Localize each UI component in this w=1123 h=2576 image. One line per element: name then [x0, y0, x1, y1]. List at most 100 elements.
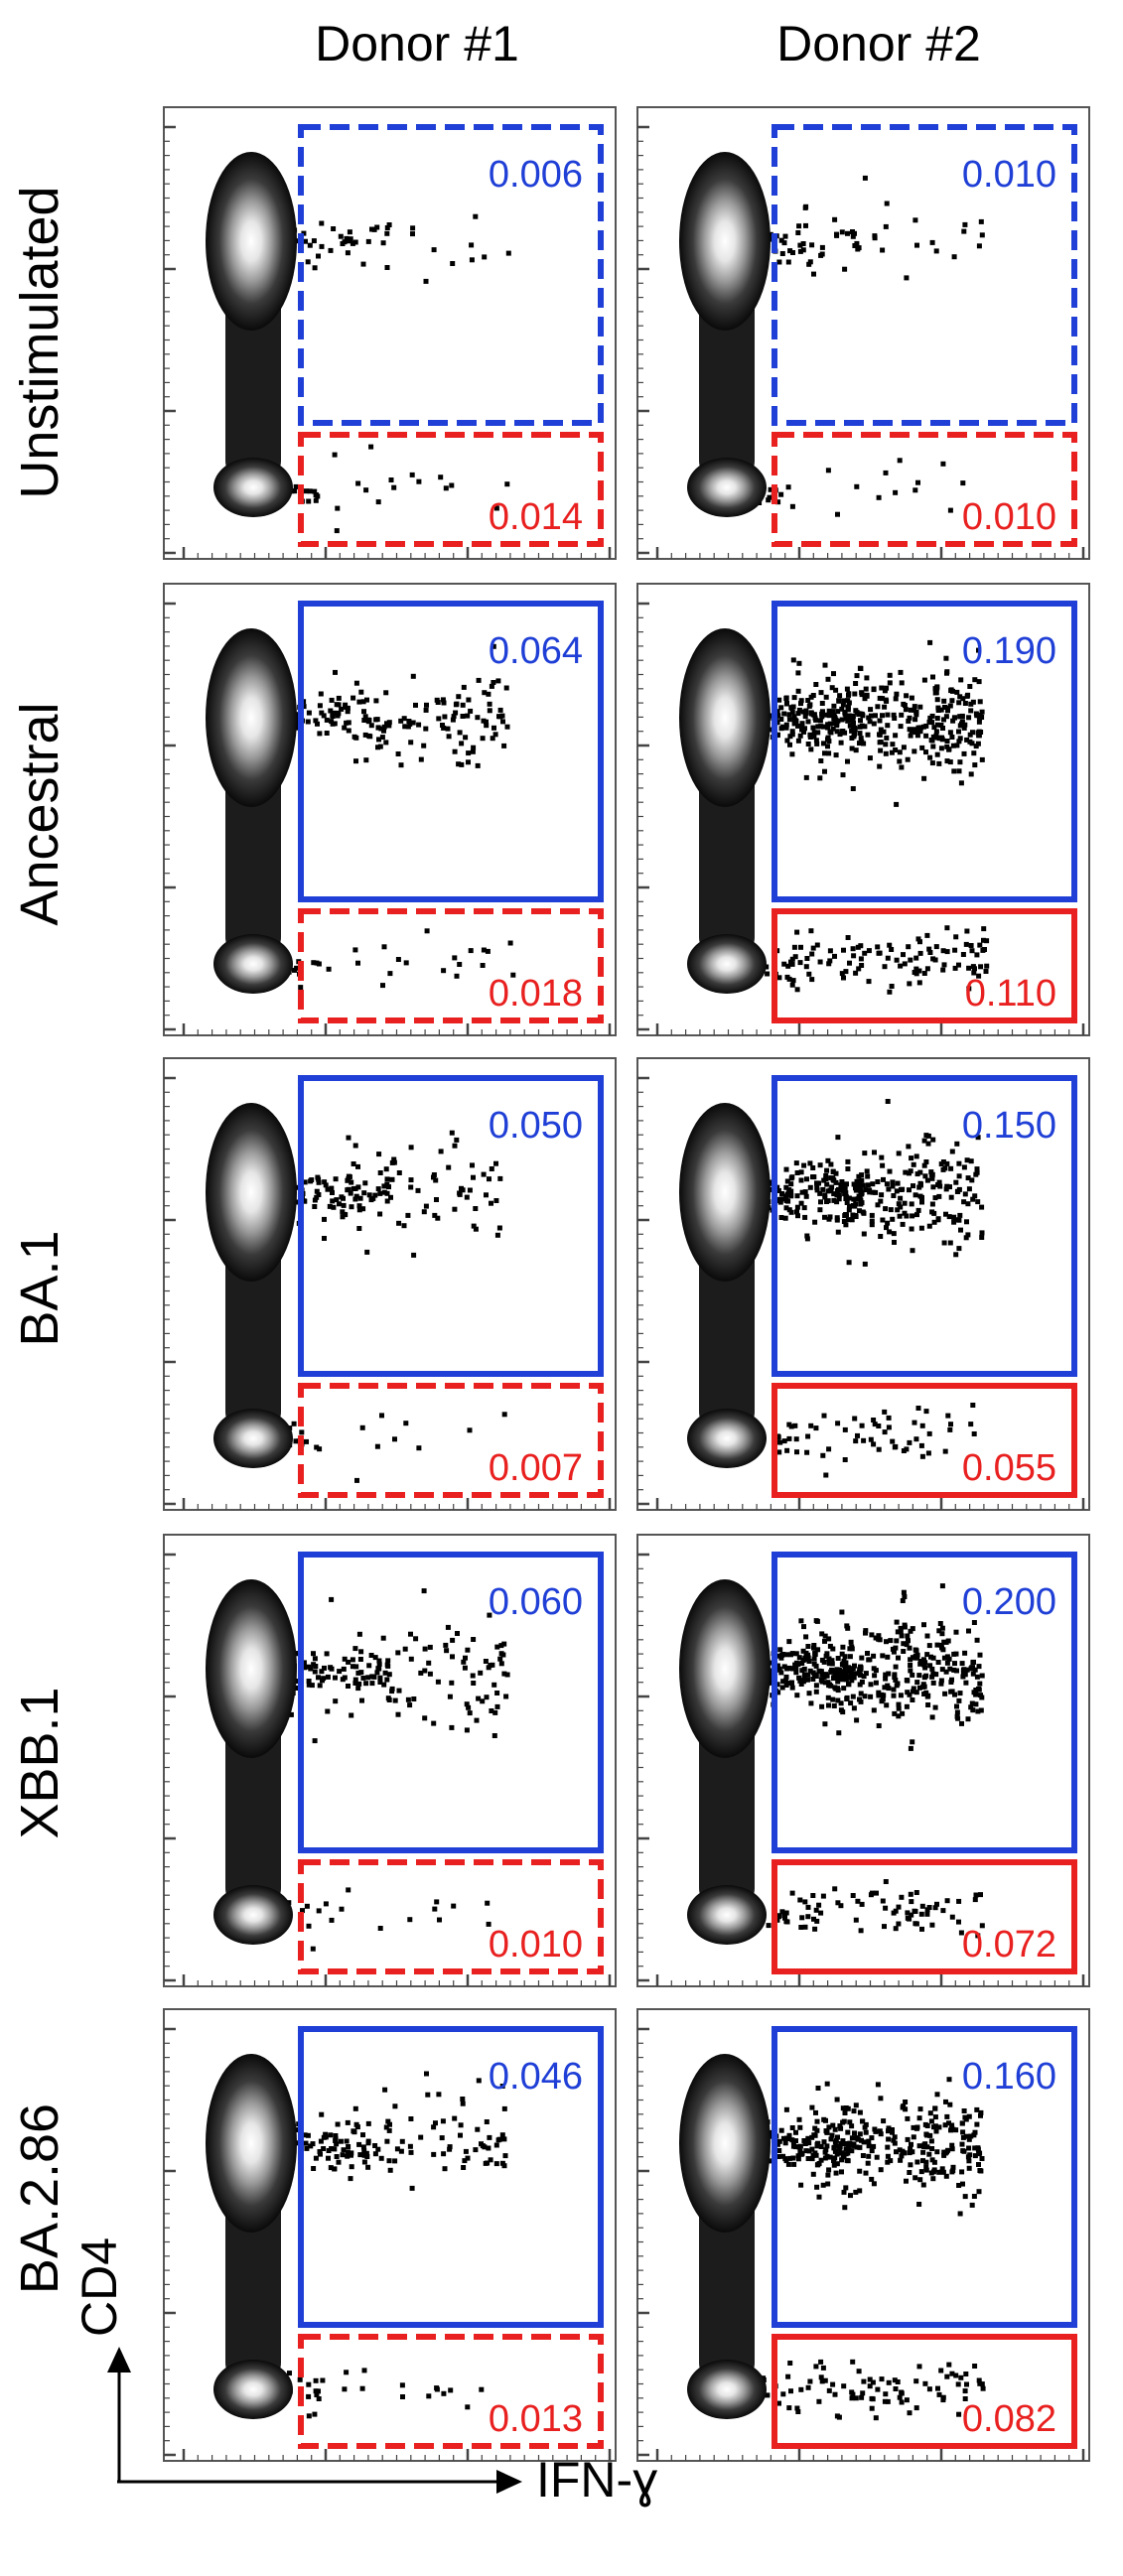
- event-dot: [350, 1657, 355, 1663]
- event-dot: [784, 738, 790, 744]
- event-dot: [884, 685, 890, 691]
- event-dot: [835, 709, 841, 715]
- event-dot: [847, 1654, 853, 1660]
- event-dot: [359, 1424, 365, 1430]
- event-dot: [322, 1179, 328, 1185]
- event-dot: [314, 1194, 320, 1200]
- event-dot: [839, 2169, 844, 2175]
- event-dot: [920, 2158, 925, 2164]
- event-dot: [813, 2364, 819, 2370]
- event-dot: [483, 1659, 489, 1664]
- event-dot: [860, 1182, 866, 1188]
- event-dot: [840, 772, 846, 778]
- event-dot: [807, 1668, 813, 1674]
- event-dot: [491, 1733, 497, 1738]
- event-dot: [803, 964, 809, 970]
- event-dot: [384, 2138, 390, 2144]
- event-dot: [458, 2122, 464, 2128]
- event-dot: [822, 662, 828, 668]
- event-dot: [499, 2132, 505, 2138]
- event-dot: [943, 2173, 949, 2179]
- event-dot: [445, 1624, 451, 1630]
- event-dot: [965, 1716, 971, 1722]
- event-dot: [788, 1188, 794, 1194]
- event-dot: [871, 721, 877, 727]
- event-dot: [441, 968, 447, 974]
- event-dot: [461, 2165, 467, 2170]
- event-dot: [866, 715, 872, 721]
- event-dot: [876, 950, 882, 956]
- event-dot: [491, 643, 496, 649]
- event-dot: [906, 1638, 911, 1644]
- event-dot: [866, 2153, 872, 2159]
- event-dot: [978, 1707, 984, 1713]
- event-dot: [827, 2154, 833, 2160]
- event-dot: [960, 2129, 966, 2135]
- event-dot: [431, 2124, 437, 2130]
- event-dot: [333, 1675, 338, 1681]
- event-dot: [901, 745, 907, 750]
- event-dot: [929, 1175, 935, 1181]
- event-dot: [901, 1649, 907, 1654]
- event-dot: [910, 1697, 915, 1702]
- event-dot: [979, 709, 985, 715]
- event-dot: [805, 1677, 810, 1683]
- event-dot: [849, 728, 855, 734]
- event-dot: [844, 1181, 849, 1187]
- event-dot: [487, 701, 492, 707]
- event-dot: [964, 693, 970, 699]
- event-dot: [395, 751, 401, 756]
- event-dot: [381, 1189, 387, 1195]
- event-dot: [312, 488, 318, 494]
- event-dot: [331, 226, 337, 231]
- event-dot: [840, 2119, 846, 2125]
- event-dot: [846, 1260, 852, 1266]
- event-dot: [852, 1416, 858, 1422]
- event-dot: [940, 461, 946, 467]
- event-dot: [824, 2143, 830, 2149]
- event-dot: [979, 1235, 985, 1240]
- event-dot: [945, 705, 951, 711]
- event-dot: [930, 744, 936, 749]
- event-dot: [885, 2159, 891, 2165]
- event-dot: [871, 2143, 877, 2149]
- event-dot: [829, 685, 835, 691]
- event-dot: [776, 975, 782, 981]
- event-dot: [334, 2154, 340, 2159]
- event-dot: [475, 715, 481, 721]
- event-dot: [403, 1421, 409, 1426]
- event-dot: [825, 735, 831, 741]
- event-dot: [802, 2141, 808, 2146]
- event-dot: [329, 1185, 335, 1191]
- event-dot: [778, 717, 784, 722]
- event-dot: [970, 699, 976, 705]
- event-dot: [890, 1216, 896, 1222]
- event-dot: [441, 2151, 447, 2157]
- event-dot: [790, 2143, 796, 2149]
- event-dot: [857, 1696, 862, 1702]
- event-dot: [903, 2100, 909, 2104]
- event-dot: [818, 2157, 824, 2163]
- event-dot: [930, 2176, 936, 2182]
- event-dot: [957, 759, 963, 765]
- event-dot: [493, 2142, 499, 2148]
- event-dot: [857, 665, 863, 671]
- event-dot: [907, 1916, 912, 1922]
- event-dot: [826, 961, 832, 967]
- event-dot: [292, 488, 298, 494]
- cd4-positive-gate-value: 0.200: [962, 1581, 1056, 1623]
- event-dot: [823, 1173, 829, 1178]
- event-dot: [926, 946, 932, 952]
- event-dot: [956, 2411, 962, 2417]
- event-dot: [976, 679, 982, 685]
- event-dot: [915, 936, 921, 942]
- event-dot: [946, 2362, 952, 2368]
- event-dot: [894, 1638, 900, 1644]
- event-dot: [486, 2145, 491, 2151]
- event-dot: [840, 702, 846, 708]
- event-dot: [319, 220, 325, 226]
- event-dot: [873, 713, 878, 719]
- event-dot: [968, 2133, 974, 2139]
- event-dot: [896, 1201, 902, 1207]
- event-dot: [345, 1177, 351, 1183]
